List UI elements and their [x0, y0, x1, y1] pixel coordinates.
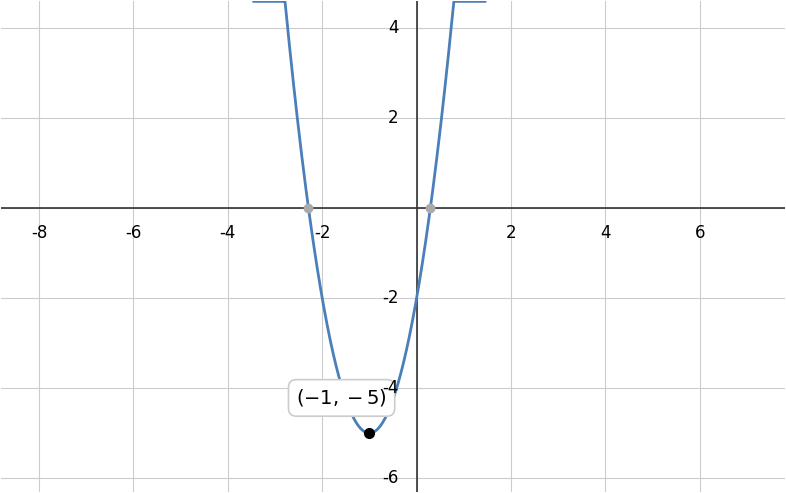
Text: -6: -6	[125, 224, 141, 242]
Text: -8: -8	[31, 224, 47, 242]
Text: 4: 4	[600, 224, 611, 242]
Text: 2: 2	[388, 109, 399, 127]
Text: -2: -2	[382, 289, 399, 307]
Text: -6: -6	[382, 469, 399, 487]
Text: -2: -2	[314, 224, 330, 242]
Text: -4: -4	[382, 379, 399, 397]
Text: 2: 2	[505, 224, 516, 242]
Text: -4: -4	[219, 224, 236, 242]
Text: 6: 6	[695, 224, 705, 242]
Text: $(-1, -5)$: $(-1, -5)$	[296, 387, 387, 408]
Text: 4: 4	[388, 19, 399, 37]
